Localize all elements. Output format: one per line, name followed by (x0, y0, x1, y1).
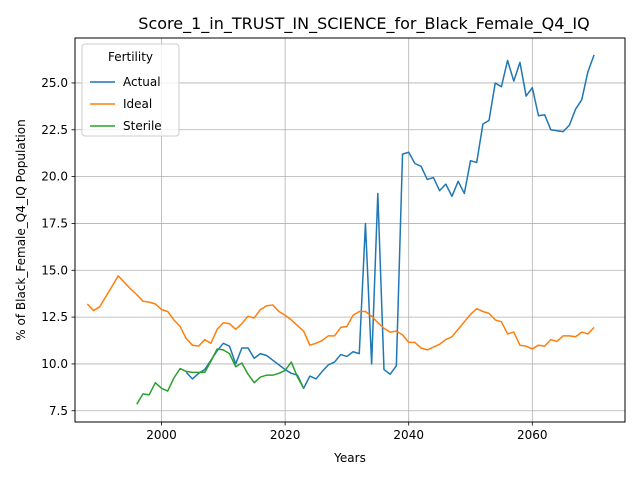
legend-label-ideal: Ideal (123, 97, 152, 111)
legend: Fertility Actual Ideal Sterile (82, 44, 179, 136)
legend-label-sterile: Sterile (123, 119, 162, 133)
x-tick-label: 2040 (393, 428, 424, 442)
y-tick-label: 20.0 (41, 170, 68, 184)
x-axis-label: Years (333, 451, 366, 465)
series-line-ideal (87, 276, 594, 350)
legend-title: Fertility (108, 50, 153, 64)
y-tick-label: 12.5 (41, 310, 68, 324)
y-tick-label: 25.0 (41, 76, 68, 90)
x-tick-label: 2020 (270, 428, 301, 442)
y-tick-label: 22.5 (41, 123, 68, 137)
y-tick-label: 10.0 (41, 357, 68, 371)
y-tick-label: 17.5 (41, 216, 68, 230)
x-tick-label: 2060 (517, 428, 548, 442)
x-tick-label: 2000 (146, 428, 177, 442)
legend-label-actual: Actual (123, 75, 161, 89)
chart-title: Score_1_in_TRUST_IN_SCIENCE_for_Black_Fe… (138, 14, 589, 34)
y-tick-label: 15.0 (41, 263, 68, 277)
y-axis-label: % of Black_Female_Q4_IQ Population (14, 119, 28, 340)
y-tick-label: 7.5 (49, 404, 68, 418)
series-line-actual (186, 55, 594, 388)
